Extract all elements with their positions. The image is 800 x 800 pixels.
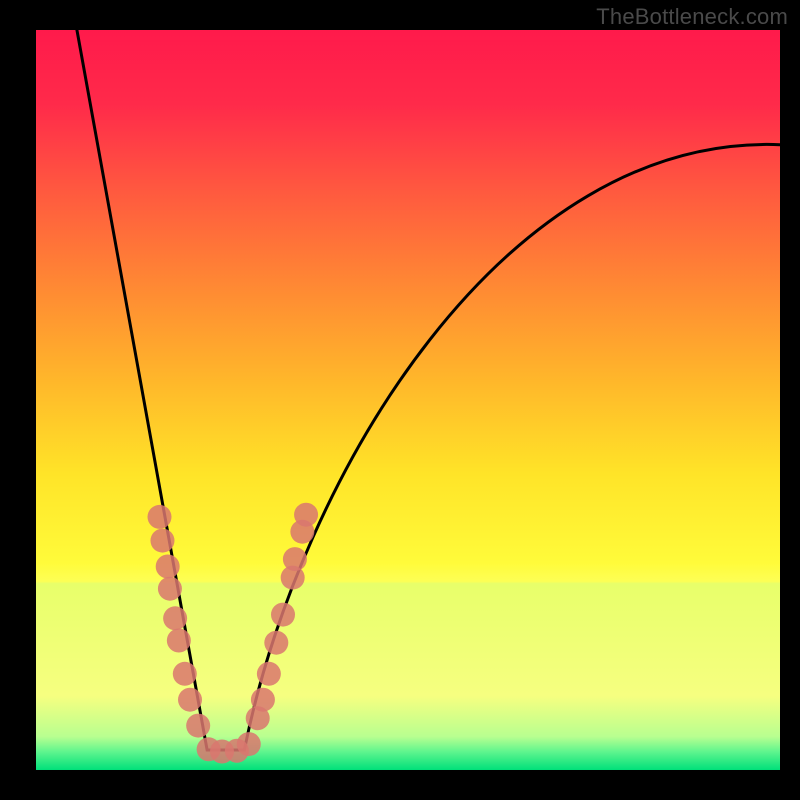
gradient-background (36, 30, 780, 770)
data-point-right (271, 603, 295, 627)
data-point-left (173, 662, 197, 686)
data-point-left (156, 555, 180, 579)
data-point-right (294, 503, 318, 527)
watermark-text: TheBottleneck.com (596, 4, 788, 30)
chart-svg (0, 0, 800, 800)
data-point-right (257, 662, 281, 686)
data-point-left (167, 629, 191, 653)
data-point-left (148, 505, 172, 529)
data-point-left (163, 606, 187, 630)
data-point-right (264, 631, 288, 655)
chart-container: TheBottleneck.com (0, 0, 800, 800)
data-point-right (251, 688, 275, 712)
data-point-left (150, 529, 174, 553)
data-point-right (283, 547, 307, 571)
data-point-left (178, 688, 202, 712)
data-point-valley (237, 732, 261, 756)
data-point-left (158, 577, 182, 601)
data-point-left (186, 714, 210, 738)
